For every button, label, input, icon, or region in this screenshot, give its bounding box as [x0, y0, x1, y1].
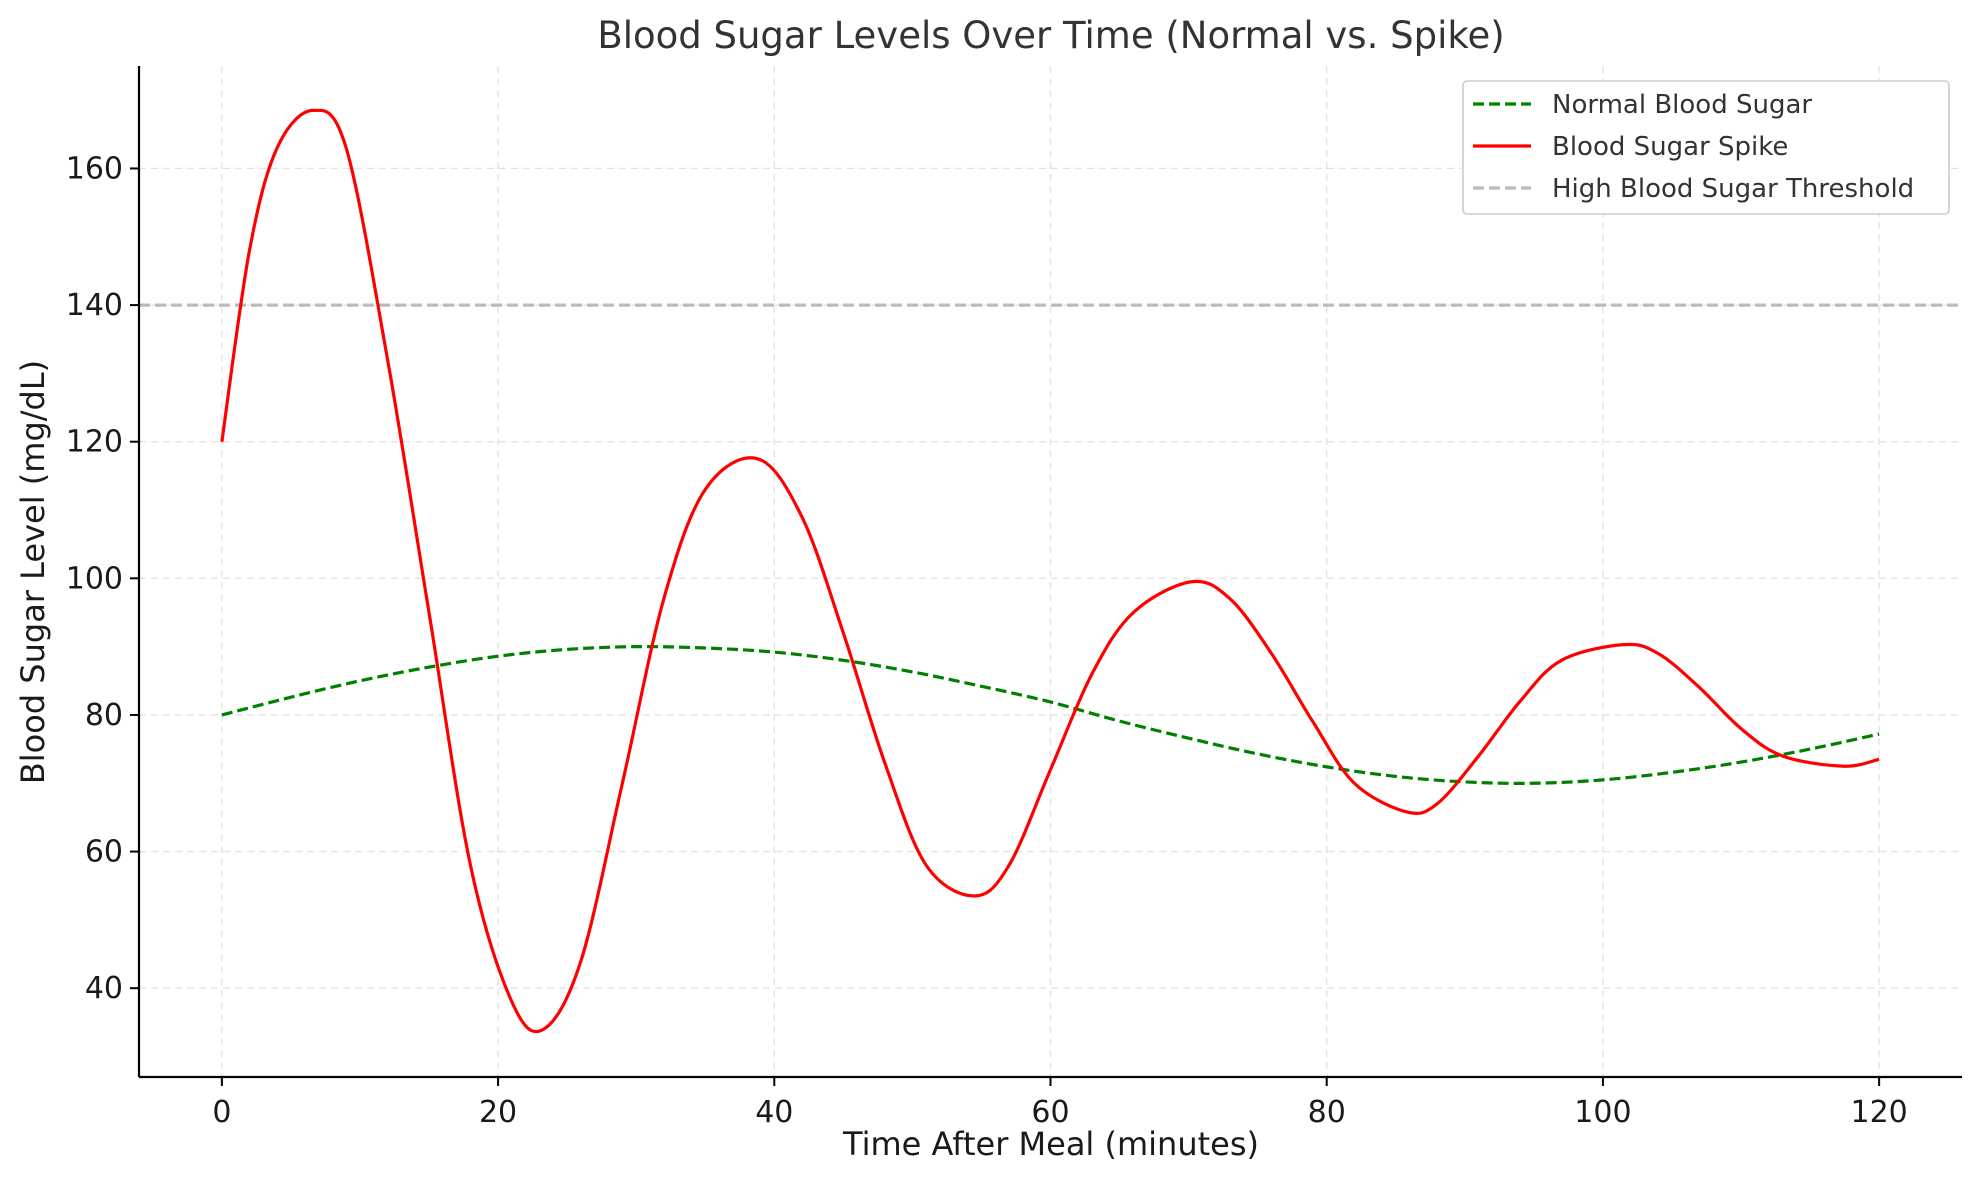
x-tick-label-80: 80	[1308, 1095, 1346, 1130]
series-line-normal	[221, 644, 1880, 785]
grid-layer	[139, 66, 1962, 1077]
y-tick-label-60: 60	[85, 835, 123, 870]
x-tick-label-20: 20	[479, 1095, 517, 1130]
x-tick-label-120: 120	[1851, 1095, 1908, 1130]
y-tick-label-80: 80	[85, 698, 123, 733]
y-tick-label-100: 100	[66, 561, 123, 596]
ticks-layer: 0 20 40 60 80 100 120 40 60 80 100 120 140 160	[66, 151, 1908, 1130]
y-tick-label-120: 120	[66, 425, 123, 460]
legend-label-normal: Normal Blood Sugar	[1552, 90, 1812, 120]
legend: Normal Blood Sugar Blood Sugar Spike Hig…	[1462, 80, 1950, 215]
series-layer	[139, 108, 1962, 1034]
y-tick-label-140: 140	[66, 288, 123, 323]
legend-box	[1462, 80, 1950, 215]
chart-title: Blood Sugar Levels Over Time (Normal vs.…	[597, 14, 1504, 57]
x-tick-label-60: 60	[1031, 1095, 1069, 1130]
legend-label-threshold: High Blood Sugar Threshold	[1552, 174, 1914, 204]
x-tick-label-40: 40	[755, 1095, 793, 1130]
y-axis-title: Blood Sugar Level (mg/dL)	[14, 360, 52, 784]
series-line-spike	[220, 108, 1880, 1034]
x-tick-label-100: 100	[1574, 1095, 1631, 1130]
x-axis-title: Time After Meal (minutes)	[842, 1125, 1259, 1163]
x-tick-label-0: 0	[212, 1095, 231, 1130]
y-tick-label-40: 40	[85, 971, 123, 1006]
y-tick-label-160: 160	[66, 151, 123, 186]
legend-label-spike: Blood Sugar Spike	[1552, 132, 1788, 162]
